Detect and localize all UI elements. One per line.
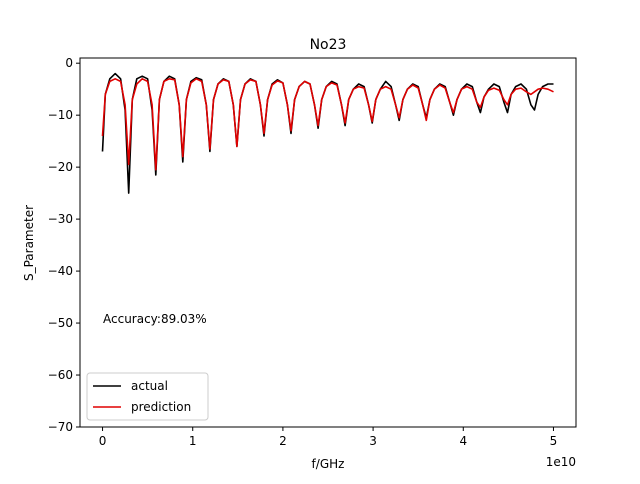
x-tick-label: 2 (279, 434, 287, 448)
x-offset-label: 1e10 (546, 455, 576, 469)
x-axis-label: f/GHz (312, 457, 345, 471)
legend-label-prediction: prediction (131, 400, 191, 414)
y-tick-label: −20 (48, 160, 73, 174)
y-tick-label: −50 (48, 316, 73, 330)
legend: actual prediction (86, 372, 209, 421)
x-tick-label: 3 (369, 434, 377, 448)
x-tick-label: 4 (459, 434, 467, 448)
series-line-prediction (101, 78, 554, 171)
y-tick-label: −40 (48, 264, 73, 278)
y-tick-label: 0 (65, 56, 73, 70)
legend-box (86, 372, 209, 421)
accuracy-annotation: Accuracy:89.03% (103, 312, 207, 326)
x-tick-label: 1 (189, 434, 197, 448)
series-layer (101, 72, 554, 194)
x-axis: 0 1 2 3 4 5 (99, 427, 558, 448)
x-tick-label: 5 (550, 434, 558, 448)
chart-title: No23 (310, 37, 347, 53)
y-axis-label: S_Parameter (22, 205, 36, 281)
legend-label-actual: actual (131, 379, 168, 393)
y-tick-label: −70 (48, 420, 73, 434)
y-tick-label: −60 (48, 368, 73, 382)
plot-frame (79, 57, 577, 428)
y-tick-label: −10 (48, 108, 73, 122)
y-tick-label: −30 (48, 212, 73, 226)
y-axis: 0 −10 −20 −30 −40 −50 −60 −70 (48, 56, 80, 434)
x-tick-label: 0 (99, 434, 107, 448)
